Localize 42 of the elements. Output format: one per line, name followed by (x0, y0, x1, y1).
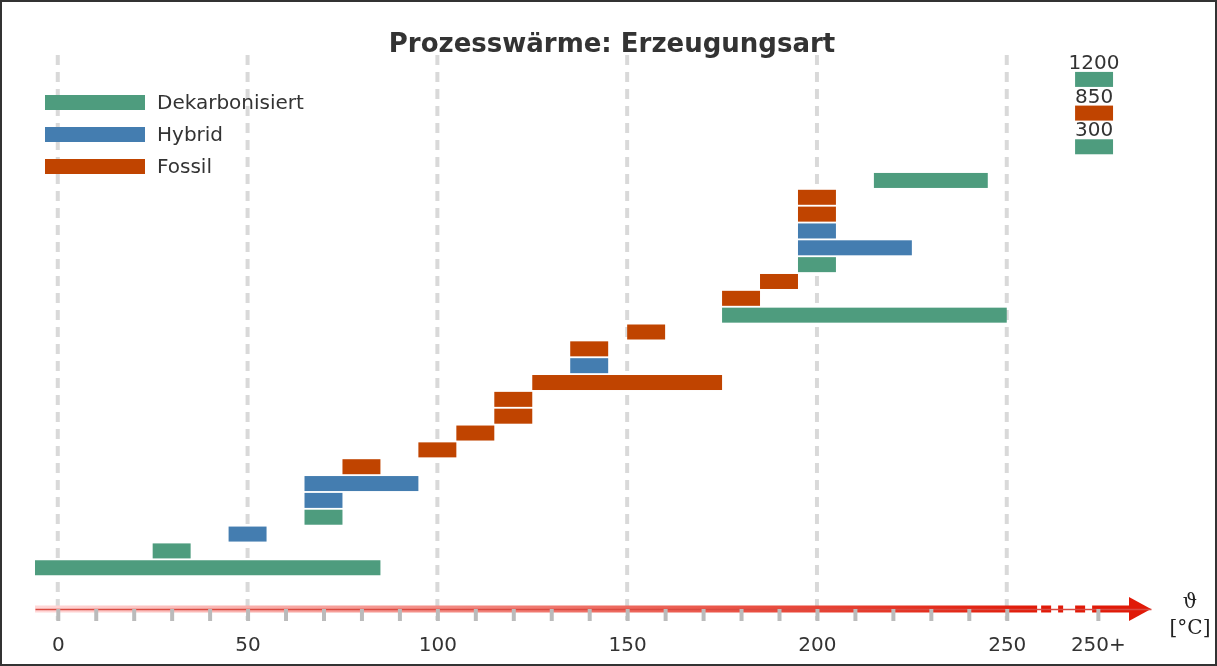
x-tick-label: 100 (418, 632, 457, 657)
bar (797, 223, 836, 239)
bar (532, 375, 723, 391)
bar (797, 189, 836, 205)
x-tick-label: 50 (235, 632, 261, 657)
x-axis-title: ϑ [°C] (1169, 589, 1211, 639)
bar (873, 172, 988, 188)
bar (494, 408, 533, 424)
bar (304, 509, 343, 525)
bar (304, 476, 419, 492)
x-tick-label: 200 (798, 632, 837, 657)
bar (627, 324, 666, 340)
x-tick-label: 150 (608, 632, 647, 657)
bar (1075, 71, 1114, 87)
bar (35, 560, 381, 576)
annotation: 1200 (1068, 49, 1120, 74)
bar (797, 206, 836, 222)
bar (342, 459, 381, 475)
bar (570, 341, 609, 357)
bar (228, 526, 267, 542)
bar (570, 358, 609, 374)
bar (494, 391, 533, 407)
legend-label: Dekarbonisiert (157, 90, 305, 114)
bar (797, 240, 912, 256)
bar (760, 273, 798, 289)
bar (797, 257, 836, 273)
x-tick-label: 250+ (1070, 632, 1126, 657)
annotation: 850 (1074, 83, 1114, 108)
bar (304, 492, 343, 508)
bar (1075, 139, 1114, 155)
bar (722, 290, 761, 306)
bar (456, 425, 495, 441)
chart-title: Prozesswärme: Erzeugungsart (388, 28, 836, 58)
bar (1075, 105, 1114, 121)
bar (418, 442, 457, 458)
annotation: 300 (1074, 117, 1114, 142)
legend-label: Fossil (157, 154, 212, 178)
x-tick-label: 0 (51, 632, 65, 657)
x-tick-label: 250 (988, 632, 1027, 657)
bar (152, 543, 191, 559)
bar (722, 307, 1007, 323)
legend-label: Hybrid (157, 122, 224, 146)
